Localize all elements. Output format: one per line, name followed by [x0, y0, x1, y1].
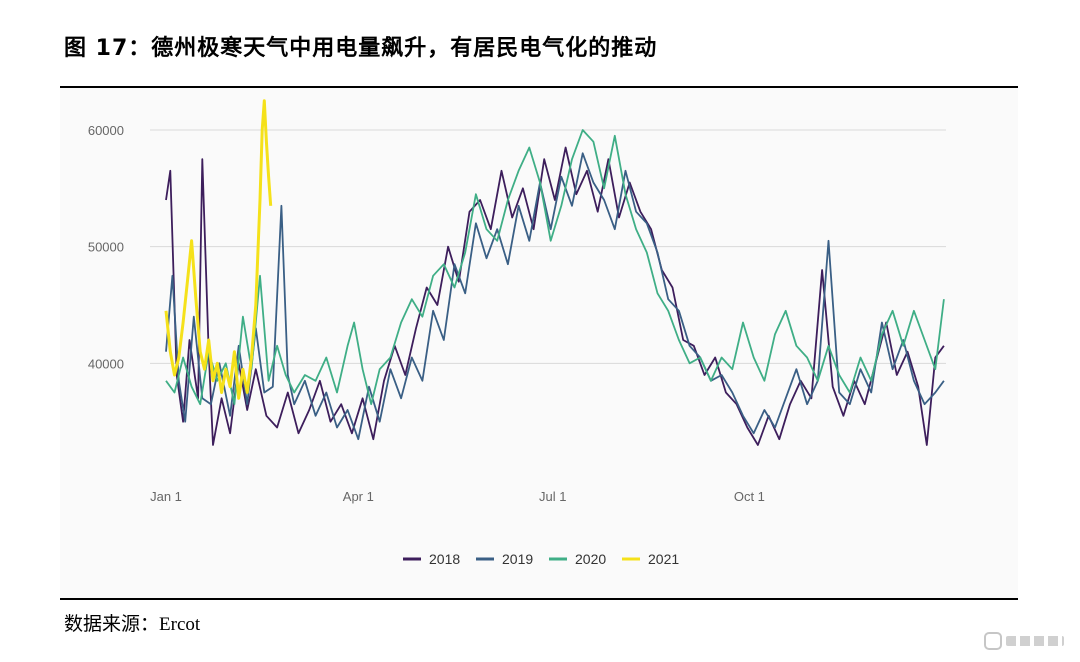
source-label: 数据来源： — [64, 613, 160, 635]
source-name: Ercot — [159, 614, 201, 635]
chart-background — [60, 88, 1018, 598]
x-tick-labels: Jan 1 Apr 1 Jul 1 Oct 1 — [150, 489, 765, 504]
legend-label-2020: 2020 — [575, 551, 606, 567]
y-tick-label: 40000 — [88, 356, 124, 371]
legend-label-2021: 2021 — [648, 551, 679, 567]
x-tick-label: Oct 1 — [734, 489, 765, 504]
series-line-2018 — [165, 146, 945, 446]
y-tick-label: 60000 — [88, 123, 124, 138]
series-line-2020 — [165, 129, 945, 406]
top-rule — [60, 86, 1018, 88]
legend-label-2019: 2019 — [502, 551, 533, 567]
legend: 2018 2019 2020 2021 — [403, 551, 679, 567]
figure-title: 图 17：德州极寒天气中用电量飙升，有居民电气化的推动 — [64, 36, 658, 61]
y-tick-label: 50000 — [88, 240, 124, 255]
series-lines — [164, 99, 945, 446]
series-line-2021 — [164, 99, 273, 400]
x-tick-label: Jul 1 — [539, 489, 566, 504]
logo-lettering — [1006, 636, 1064, 646]
x-tick-label: Jan 1 — [150, 489, 182, 504]
bottom-rule — [60, 598, 1018, 600]
y-tick-labels: 40000 50000 60000 — [88, 123, 124, 371]
source-note: 数据来源：Ercot — [64, 609, 200, 636]
watermark-logo — [984, 628, 1064, 654]
logo-icon — [984, 632, 1002, 650]
legend-label-2018: 2018 — [429, 551, 460, 567]
line-chart: 40000 50000 60000 Jan 1 Apr 1 Jul 1 Oct 1 201… — [60, 88, 1018, 598]
x-tick-label: Apr 1 — [343, 489, 374, 504]
series-line-2019 — [165, 152, 945, 441]
